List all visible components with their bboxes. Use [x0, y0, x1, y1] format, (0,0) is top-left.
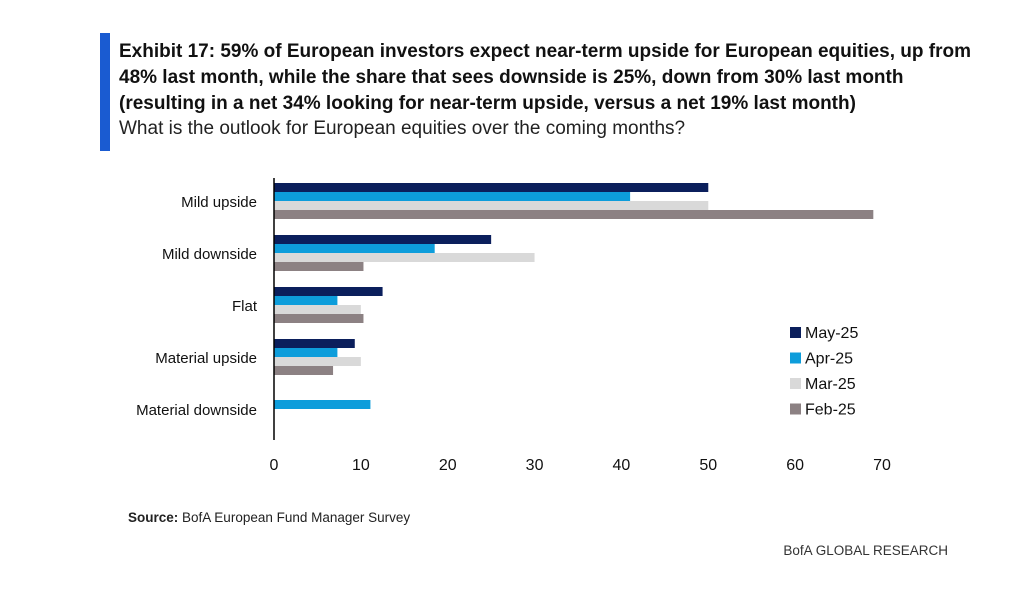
x-tick-label: 30 [526, 457, 544, 474]
bar-may-25 [274, 339, 355, 348]
legend-swatch [790, 403, 801, 415]
source-label: Source: [128, 510, 179, 525]
bar-apr-25 [274, 192, 631, 201]
bar-feb-25 [274, 314, 364, 323]
category-label: Mild upside [181, 194, 257, 211]
source-note: Source: BofA European Fund Manager Surve… [128, 510, 410, 525]
bar-feb-25 [274, 210, 874, 219]
exhibit-subtitle: What is the outlook for European equitie… [119, 118, 686, 139]
bar-apr-25 [274, 400, 371, 409]
bar-may-25 [274, 235, 492, 244]
legend-label: May-25 [805, 325, 858, 342]
bar-mar-25 [274, 305, 361, 314]
x-tick-label: 70 [873, 457, 891, 474]
bar-mar-25 [274, 253, 535, 262]
x-tick-label: 0 [270, 457, 279, 474]
bar-may-25 [274, 183, 709, 192]
category-label: Flat [232, 298, 258, 315]
category-label: Material downside [136, 402, 257, 419]
bar-apr-25 [274, 244, 435, 253]
brand-label: BofA GLOBAL RESEARCH [783, 543, 948, 558]
source-text: BofA European Fund Manager Survey [182, 510, 411, 525]
legend-swatch [790, 327, 801, 338]
x-tick-label: 20 [439, 457, 457, 474]
x-tick-label: 40 [613, 457, 631, 474]
x-tick-label: 60 [786, 457, 804, 474]
bar-may-25 [274, 287, 383, 296]
legend-label: Mar-25 [805, 376, 856, 393]
bar-apr-25 [274, 348, 338, 357]
bar-mar-25 [274, 357, 361, 366]
legend-swatch [790, 352, 801, 364]
category-label: Material upside [155, 350, 257, 367]
bar-feb-25 [274, 366, 334, 375]
category-label: Mild downside [162, 246, 257, 263]
accent-bar [100, 33, 110, 151]
x-tick-label: 50 [699, 457, 717, 474]
bar-feb-25 [274, 262, 364, 271]
legend-label: Apr-25 [805, 351, 853, 368]
bar-apr-25 [274, 296, 338, 305]
x-tick-label: 10 [352, 457, 370, 474]
legend-label: Feb-25 [805, 402, 856, 419]
exhibit-title: Exhibit 17: 59% of European investors ex… [119, 41, 972, 114]
bar-mar-25 [274, 201, 709, 210]
legend-swatch [790, 378, 801, 389]
